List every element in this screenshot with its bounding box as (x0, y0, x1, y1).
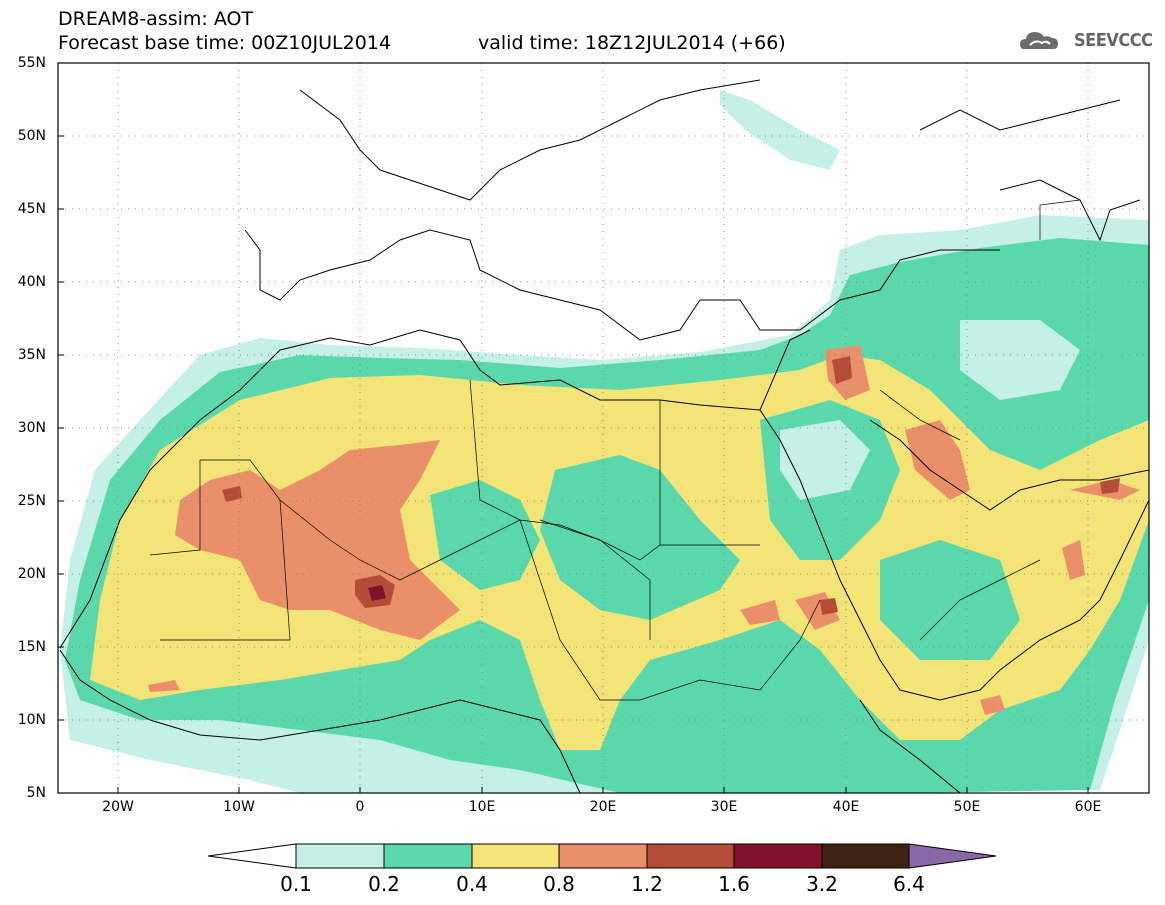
lat-label: 30N (17, 420, 46, 436)
lat-label: 10N (17, 712, 46, 728)
lon-label: 20E (589, 799, 617, 815)
lat-label: 50N (17, 128, 46, 144)
lon-label: 20W (102, 799, 134, 815)
chart-title: DREAM8-assim: AOT (58, 8, 254, 30)
colorbar-label: 1.2 (631, 872, 663, 896)
lon-label: 0 (355, 799, 365, 815)
colorbar-label: 0.4 (456, 872, 488, 896)
colorbar-label: 6.4 (893, 872, 925, 896)
colorbar-segment-4 (558, 843, 648, 869)
colorbar-label: 0.8 (543, 872, 575, 896)
lon-label: 30E (710, 799, 738, 815)
lon-label: 50E (953, 799, 981, 815)
aot-field (58, 63, 1149, 793)
colorbar-segment-7 (821, 843, 910, 869)
lon-label: 40E (832, 799, 860, 815)
seevccc-cloud-logo-icon (1020, 32, 1058, 49)
colorbar-segment-1 (295, 843, 385, 869)
lat-label: 5N (26, 785, 46, 801)
valid-time: valid time: 18Z12JUL2014 (+66) (478, 32, 786, 54)
lat-label: 15N (17, 639, 46, 655)
lat-label: 25N (17, 493, 46, 509)
lon-label: 60E (1074, 799, 1102, 815)
lat-label: 40N (17, 274, 46, 290)
colorbar-label: 1.6 (718, 872, 750, 896)
aot-contour-1.6 (368, 585, 386, 601)
lon-label: 10E (468, 799, 496, 815)
colorbar-segment-3 (471, 843, 560, 869)
country-borders (149, 199, 1081, 701)
lat-label: 20N (17, 566, 46, 582)
colorbar-under-arrow (207, 843, 297, 869)
colorbar-label: 0.1 (280, 872, 312, 896)
colorbar-segment-5 (646, 843, 735, 869)
logo-text: SEEVCCC (1074, 30, 1153, 51)
coastlines (59, 79, 1149, 793)
axis-ticks (58, 135, 1089, 793)
lat-label: 35N (17, 347, 46, 363)
colorbar-segment-2 (383, 843, 473, 869)
colorbar (207, 843, 997, 869)
colorbar-label: 3.2 (806, 872, 838, 896)
forecast-base-time: Forecast base time: 00Z10JUL2014 (58, 32, 391, 54)
colorbar-over-arrow (908, 843, 997, 869)
colorbar-segment-6 (733, 843, 823, 869)
lat-label: 45N (17, 201, 46, 217)
lon-label: 10W (223, 799, 255, 815)
graticule (58, 63, 1149, 793)
colorbar-label: 0.2 (368, 872, 400, 896)
lat-label: 55N (17, 55, 46, 71)
